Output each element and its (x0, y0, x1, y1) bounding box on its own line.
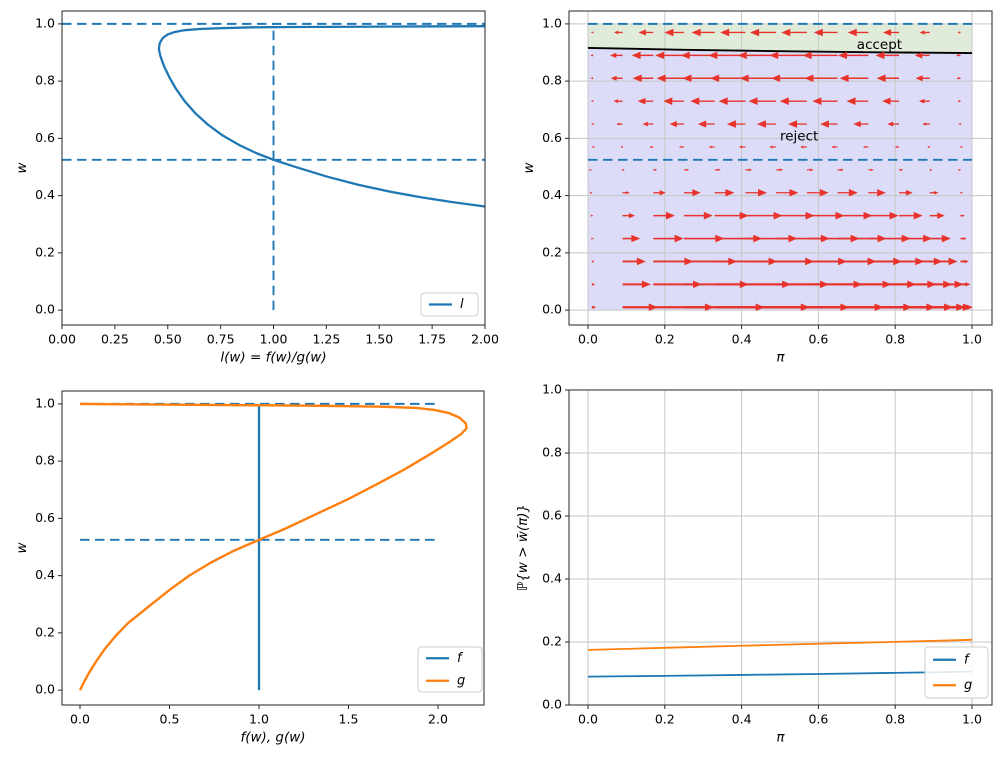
svg-text:0.0: 0.0 (542, 697, 562, 712)
svg-text:1.50: 1.50 (365, 332, 393, 347)
svg-text:0.8: 0.8 (885, 712, 905, 727)
svg-text:0.00: 0.00 (48, 332, 76, 347)
y-axis-label: ℙ{w > w̄(π)} (515, 504, 531, 591)
accept-label: accept (857, 37, 902, 53)
legend: fg (417, 646, 483, 693)
svg-text:0.0: 0.0 (578, 712, 598, 727)
svg-text:0.8: 0.8 (35, 453, 55, 468)
legend-label-f: f (964, 652, 971, 667)
svg-text:0.0: 0.0 (542, 302, 562, 317)
series-g (587, 638, 973, 651)
svg-text:2.00: 2.00 (471, 332, 499, 347)
accept-region (588, 23, 972, 54)
svg-text:0.50: 0.50 (154, 332, 182, 347)
y-axis-label: w (521, 162, 537, 174)
axes-frame (61, 390, 485, 706)
series-l (157, 25, 486, 208)
svg-text:0.6: 0.6 (808, 712, 828, 727)
svg-text:1.0: 1.0 (35, 15, 55, 30)
svg-text:0.0: 0.0 (35, 302, 55, 317)
reject-region (588, 47, 972, 311)
accept-reject-boundary (587, 46, 973, 55)
svg-text:1.0: 1.0 (542, 382, 562, 397)
likelihood-ratio-plot: 0.00 0.25 0.50 0.75 1.00 1.25 1.50 1.75 2.000.00… (14, 10, 499, 366)
svg-text:0.6: 0.6 (542, 508, 562, 523)
svg-text:0.4: 0.4 (542, 187, 562, 202)
exit-probability-plot: 0.0 0.2 0.4 0.6 0.8 1.0 0.0 0.2 0.4 0.6 0.8 1.0 π ℙ{w… (515, 382, 993, 746)
series-g (78, 402, 468, 691)
legend-label-g: g (457, 673, 465, 688)
x-tick-labels: 0.0 0.5 1.0 1.5 2.0 (70, 705, 448, 727)
svg-text:1.0: 1.0 (35, 395, 55, 410)
svg-text:0.2: 0.2 (655, 712, 675, 727)
y-axis-label: w (14, 542, 30, 554)
svg-text:0.2: 0.2 (35, 244, 55, 259)
svg-text:0.2: 0.2 (35, 624, 55, 639)
y-tick-labels: 0.0 0.2 0.4 0.6 0.8 1.0 (542, 382, 569, 712)
svg-text:1.0: 1.0 (542, 15, 562, 30)
svg-text:0.8: 0.8 (542, 73, 562, 88)
legend: l (420, 292, 479, 317)
reject-label: reject (780, 129, 818, 145)
svg-text:0.4: 0.4 (35, 187, 55, 202)
svg-text:1.0: 1.0 (249, 712, 269, 727)
axes-frame (568, 389, 993, 706)
svg-text:0.4: 0.4 (542, 571, 562, 586)
svg-text:0.6: 0.6 (35, 510, 55, 525)
svg-text:0.4: 0.4 (732, 712, 752, 727)
svg-text:0.5: 0.5 (160, 712, 180, 727)
legend-label-f: f (457, 651, 464, 666)
svg-text:0.8: 0.8 (885, 332, 905, 347)
y-tick-labels: 0.0 0.2 0.4 0.6 0.8 1.0 (35, 395, 62, 697)
x-axis-label: f(w), g(w) (240, 730, 305, 746)
svg-text:0.2: 0.2 (542, 634, 562, 649)
series-f (587, 670, 973, 678)
density-functions-plot: 0.0 0.5 1.0 1.5 2.0 0.0 0.2 0.4 0.6 0.8 1.0 f(w), g… (14, 390, 485, 746)
svg-text:1.0: 1.0 (962, 332, 982, 347)
x-axis-label: π (776, 350, 785, 366)
legend: fg (924, 646, 989, 699)
svg-text:2.0: 2.0 (428, 712, 448, 727)
drift-quiver (589, 28, 973, 312)
axes-frame (568, 10, 993, 326)
svg-text:1.00: 1.00 (260, 332, 288, 347)
svg-text:1.75: 1.75 (418, 332, 446, 347)
svg-text:0.0: 0.0 (70, 712, 90, 727)
svg-text:1.0: 1.0 (962, 712, 982, 727)
svg-text:0.6: 0.6 (542, 130, 562, 145)
svg-text:0.4: 0.4 (732, 332, 752, 347)
legend-label-g: g (964, 678, 972, 693)
svg-text:0.4: 0.4 (35, 567, 55, 582)
svg-text:1.5: 1.5 (339, 712, 359, 727)
y-axis-label: w (14, 162, 30, 174)
x-tick-labels: 0.0 0.2 0.4 0.6 0.8 1.0 (578, 325, 982, 347)
x-axis-label: π (776, 730, 785, 746)
legend-label-l: l (460, 297, 464, 312)
svg-text:0.2: 0.2 (655, 332, 675, 347)
y-tick-labels: 0.0 0.2 0.4 0.6 0.8 1.0 (542, 15, 569, 317)
svg-text:0.0: 0.0 (35, 682, 55, 697)
svg-text:0.0: 0.0 (578, 332, 598, 347)
grid-lines (569, 11, 992, 325)
svg-text:1.25: 1.25 (312, 332, 340, 347)
svg-text:0.6: 0.6 (35, 130, 55, 145)
svg-text:0.8: 0.8 (542, 445, 562, 460)
x-tick-labels: 0.0 0.2 0.4 0.6 0.8 1.0 (578, 705, 982, 727)
x-axis-label: l(w) = f(w)/g(w) (220, 350, 326, 366)
x-tick-labels: 0.00 0.25 0.50 0.75 1.00 1.25 1.50 1.75 2.00 (48, 325, 499, 347)
svg-text:0.8: 0.8 (35, 73, 55, 88)
svg-text:0.75: 0.75 (207, 332, 235, 347)
svg-text:0.2: 0.2 (542, 244, 562, 259)
svg-text:0.6: 0.6 (808, 332, 828, 347)
y-tick-labels: 0.0 0.2 0.4 0.6 0.8 1.0 (35, 15, 62, 317)
svg-text:0.25: 0.25 (101, 332, 129, 347)
